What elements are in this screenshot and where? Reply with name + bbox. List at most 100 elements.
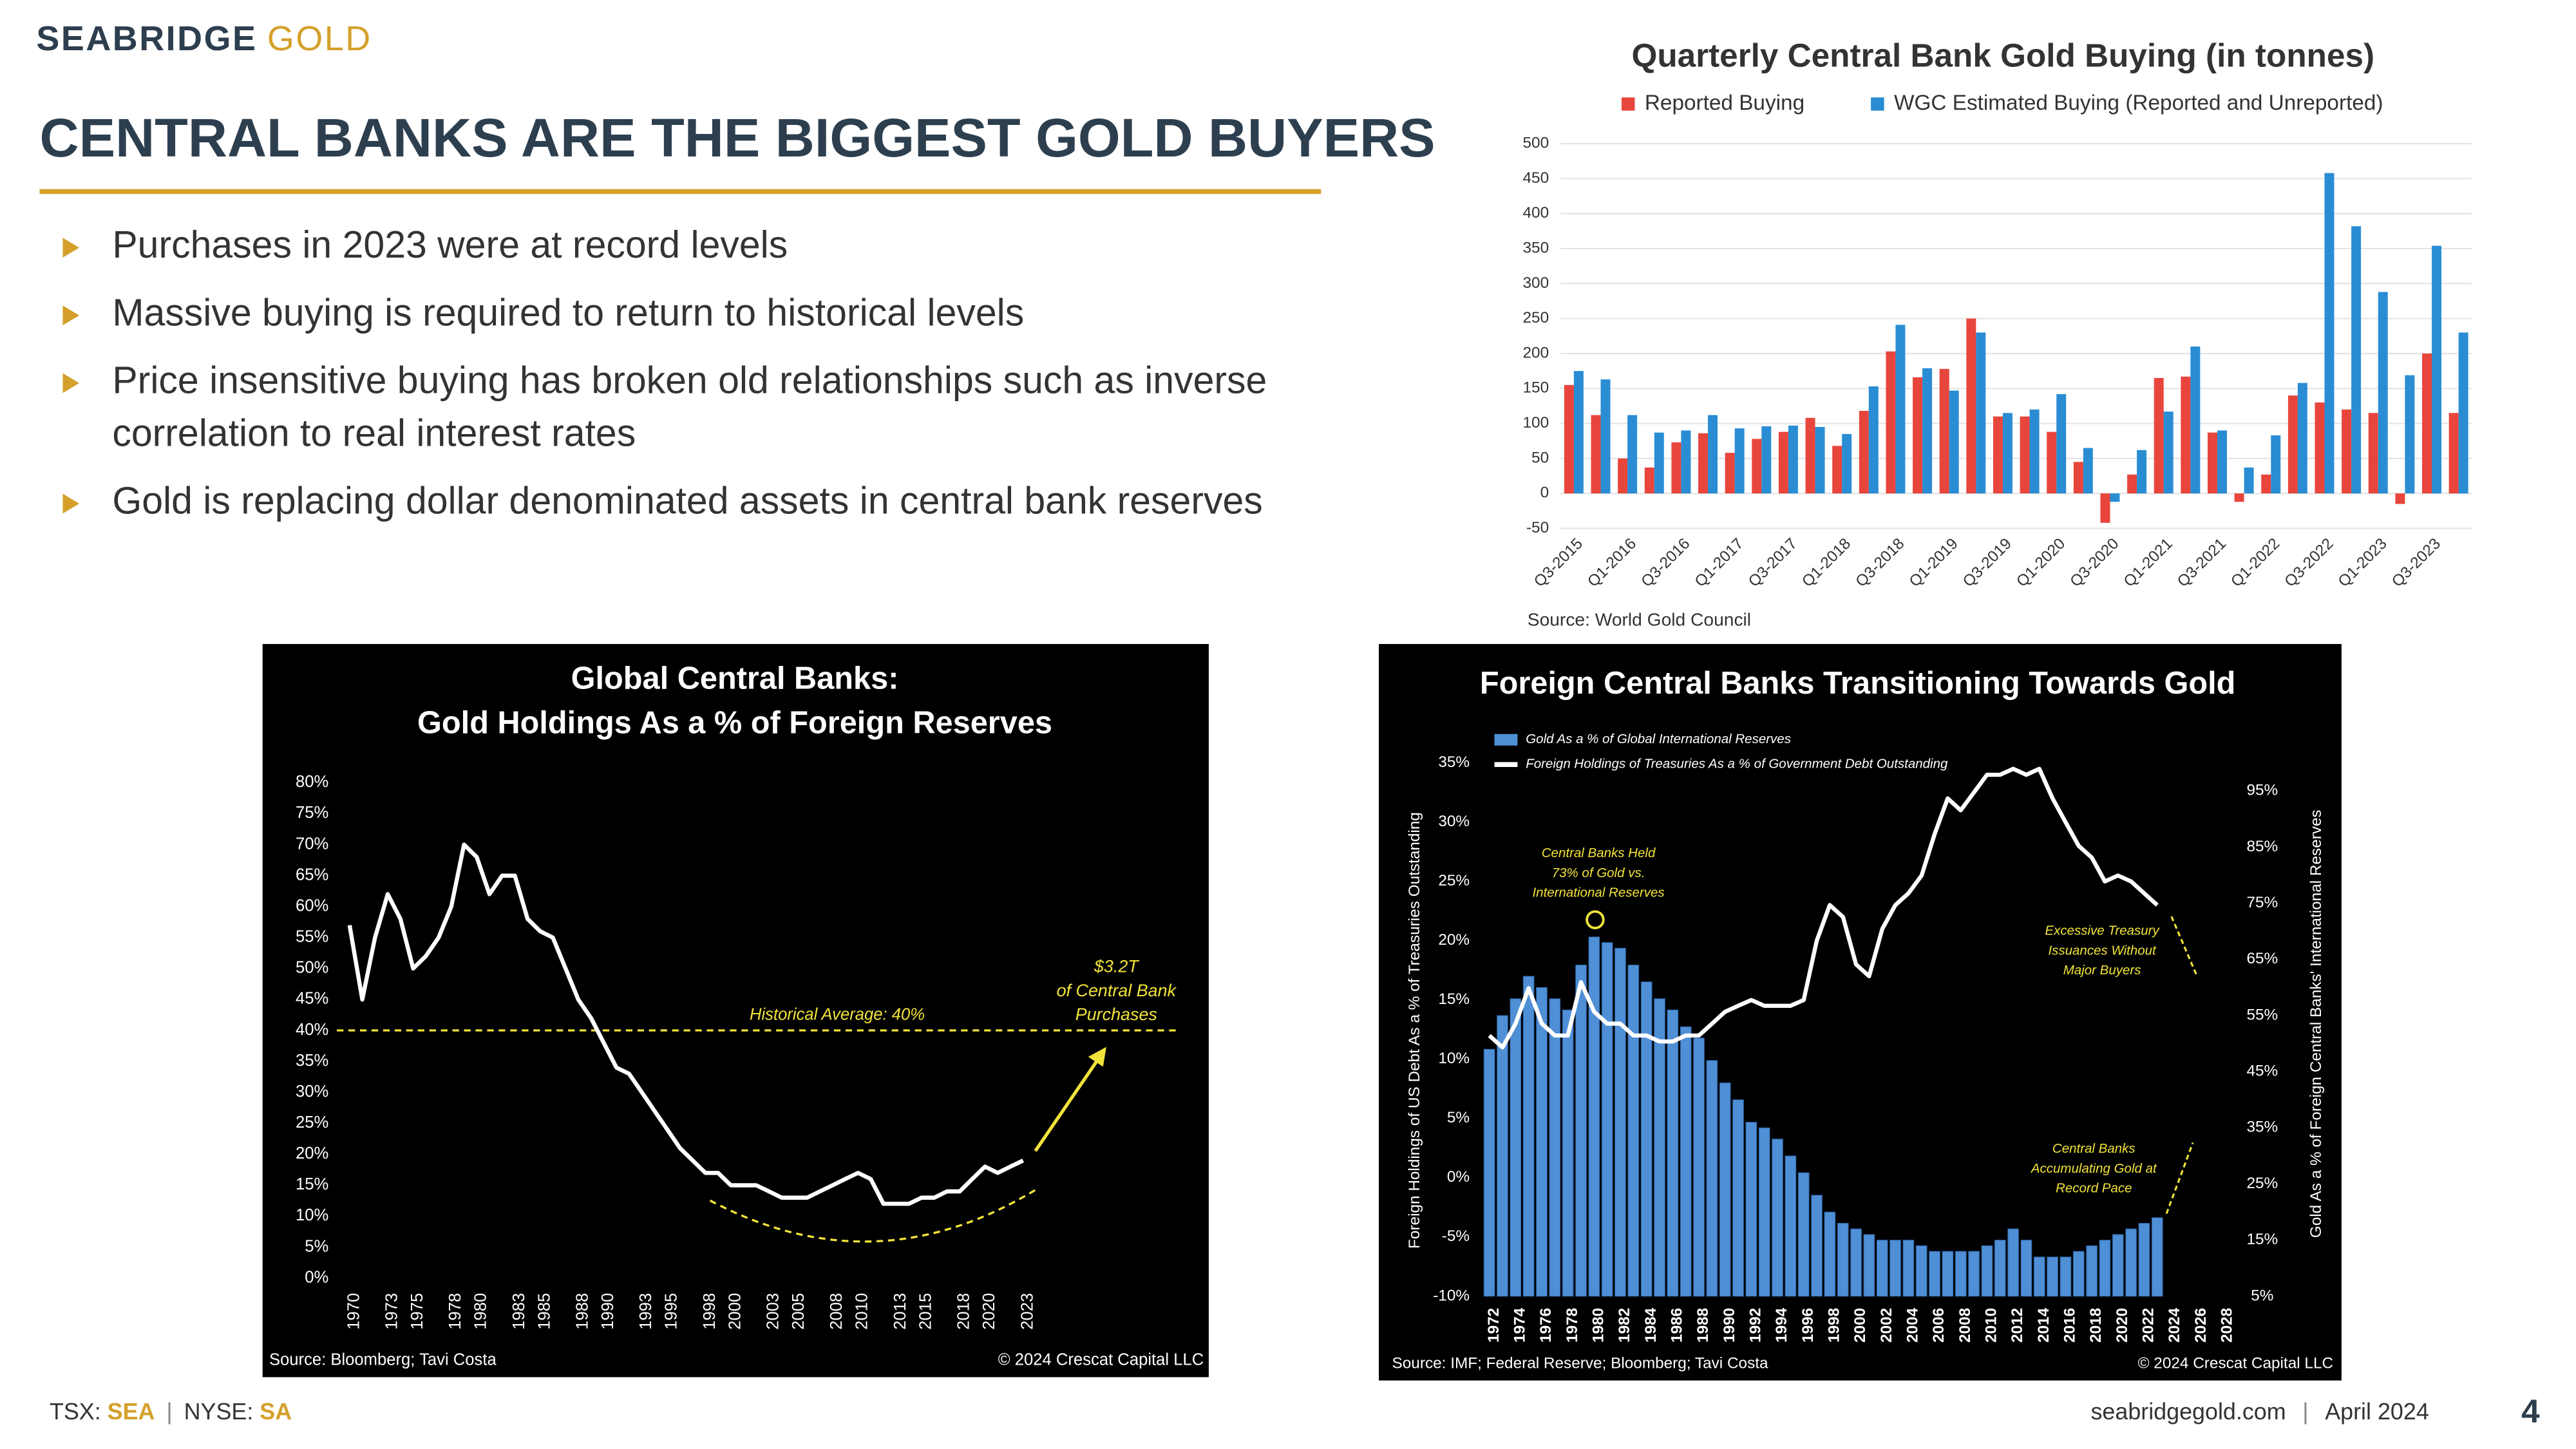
x-tick-label: 2028 bbox=[2219, 1308, 2236, 1343]
bar bbox=[2029, 409, 2040, 494]
bar bbox=[1805, 417, 1815, 494]
bar bbox=[1976, 332, 1986, 494]
x-tick-label: 2015 bbox=[916, 1293, 934, 1330]
x-tick-label: 1974 bbox=[1511, 1307, 1528, 1343]
bullet-marker bbox=[62, 373, 80, 393]
y-tick-label: 75% bbox=[296, 804, 328, 822]
ticker-label: TSX: bbox=[50, 1399, 101, 1425]
x-tick-label: 2003 bbox=[764, 1293, 782, 1330]
y2-tick-label: 95% bbox=[2246, 782, 2278, 799]
bar bbox=[2020, 416, 2030, 494]
chart-title: Global Central Banks: bbox=[571, 661, 899, 696]
x-tick-label: 2026 bbox=[2192, 1308, 2210, 1343]
bullet-text: Purchases in 2023 were at record levels bbox=[112, 224, 788, 266]
bar bbox=[1837, 1222, 1849, 1297]
bar bbox=[2154, 377, 2164, 494]
y-tick-label: 25% bbox=[1438, 872, 1470, 889]
bar bbox=[1876, 1240, 1888, 1297]
bar bbox=[2351, 226, 2362, 494]
arrow bbox=[2170, 916, 2197, 975]
bullet-marker bbox=[62, 305, 80, 326]
x-tick-label: 2000 bbox=[726, 1293, 744, 1330]
bar bbox=[1832, 446, 1842, 494]
y-tick-label: 15% bbox=[1438, 990, 1470, 1008]
bar bbox=[1627, 415, 1638, 494]
x-tick-label: 1998 bbox=[1826, 1308, 1843, 1343]
y-tick-label: 0% bbox=[1447, 1168, 1470, 1186]
y2-axis-label: Gold As a % of Foreign Central Banks' In… bbox=[2307, 810, 2325, 1238]
y-tick-label: 50% bbox=[296, 959, 328, 977]
x-tick-label: 2024 bbox=[2166, 1307, 2183, 1343]
bar bbox=[1955, 1251, 1967, 1297]
line bbox=[1488, 766, 2159, 1050]
bar bbox=[2100, 493, 2110, 523]
x-tick-label: 1970 bbox=[345, 1293, 363, 1330]
y-tick-label: 200 bbox=[1523, 344, 1549, 361]
y-tick-label: 400 bbox=[1523, 204, 1549, 222]
bar bbox=[1654, 432, 1664, 494]
x-tick-label: 2022 bbox=[2140, 1308, 2157, 1343]
ticker-symbol: SEA bbox=[108, 1399, 155, 1425]
legend-label: Foreign Holdings of Treasuries As a % of… bbox=[1526, 757, 1948, 772]
x-tick-label: 2020 bbox=[2114, 1308, 2131, 1343]
bar bbox=[2244, 468, 2254, 494]
x-tick-label: 1972 bbox=[1485, 1308, 1502, 1343]
annotation: International Reserves bbox=[1532, 886, 1664, 900]
bar bbox=[1929, 1251, 1940, 1297]
bar bbox=[1942, 1251, 1954, 1297]
x-tick-label: 1993 bbox=[637, 1293, 655, 1330]
bar bbox=[1772, 1139, 1783, 1297]
annotation: Central Banks bbox=[2052, 1141, 2136, 1156]
highlight-circle bbox=[1586, 910, 1605, 929]
chart-source: Source: World Gold Council bbox=[1528, 609, 1751, 630]
bar bbox=[1654, 998, 1665, 1297]
chart-panel bbox=[262, 644, 1209, 1378]
x-tick-label: 1995 bbox=[663, 1293, 681, 1330]
bar bbox=[1719, 1083, 1731, 1297]
x-tick-label: 1992 bbox=[1747, 1308, 1764, 1343]
arrow-head bbox=[1088, 1046, 1106, 1067]
bar bbox=[2324, 173, 2334, 494]
x-tick-label: 2010 bbox=[1983, 1308, 2000, 1343]
reference-label: Historical Average: 40% bbox=[750, 1006, 925, 1024]
chart-source: Source: IMF; Federal Reserve; Bloomberg;… bbox=[1392, 1354, 1768, 1372]
bar bbox=[1981, 1245, 1993, 1297]
arrow bbox=[2165, 1142, 2194, 1215]
bar bbox=[1902, 1240, 1915, 1297]
bar bbox=[1562, 1009, 1574, 1297]
x-tick-label: 2008 bbox=[828, 1293, 846, 1330]
bar bbox=[2151, 1217, 2163, 1297]
bar bbox=[1734, 428, 1745, 494]
bar bbox=[1615, 947, 1626, 1297]
logo-brand: SEABRIDGE bbox=[36, 19, 257, 58]
bar bbox=[1913, 377, 1923, 494]
bullet-text: correlation to real interest rates bbox=[112, 413, 636, 455]
bar bbox=[1993, 416, 2003, 494]
annotation: Record Pace bbox=[2056, 1181, 2132, 1196]
y-tick-label: 0 bbox=[1540, 484, 1549, 502]
bar bbox=[1939, 368, 1949, 494]
bar bbox=[2163, 412, 2174, 494]
chart-title: Foreign Central Banks Transitioning Towa… bbox=[1480, 666, 2236, 701]
bar bbox=[2448, 413, 2459, 494]
bar bbox=[2137, 450, 2147, 494]
bar bbox=[2287, 395, 2298, 494]
bar bbox=[1966, 318, 1976, 494]
x-tick-label: 1988 bbox=[1694, 1308, 1712, 1343]
x-tick-label: 2006 bbox=[1930, 1308, 1947, 1343]
x-tick-label: 2012 bbox=[2009, 1308, 2026, 1343]
bar bbox=[2190, 346, 2201, 494]
legend-label: Reported Buying bbox=[1645, 91, 1804, 115]
x-tick-label: 1990 bbox=[1721, 1308, 1738, 1343]
bar bbox=[1842, 433, 1852, 494]
bar bbox=[1949, 390, 1959, 494]
y-tick-label: 35% bbox=[1438, 753, 1470, 771]
bar bbox=[2020, 1240, 2032, 1297]
x-tick-label: 1985 bbox=[535, 1293, 553, 1330]
bar bbox=[2033, 1256, 2045, 1297]
x-tick-label: 1973 bbox=[383, 1293, 401, 1330]
bar bbox=[1671, 442, 1681, 494]
slide-title: CENTRAL BANKS ARE THE BIGGEST GOLD BUYER… bbox=[40, 107, 1435, 168]
bar bbox=[2181, 376, 2191, 494]
y-tick-label: 65% bbox=[296, 866, 328, 884]
